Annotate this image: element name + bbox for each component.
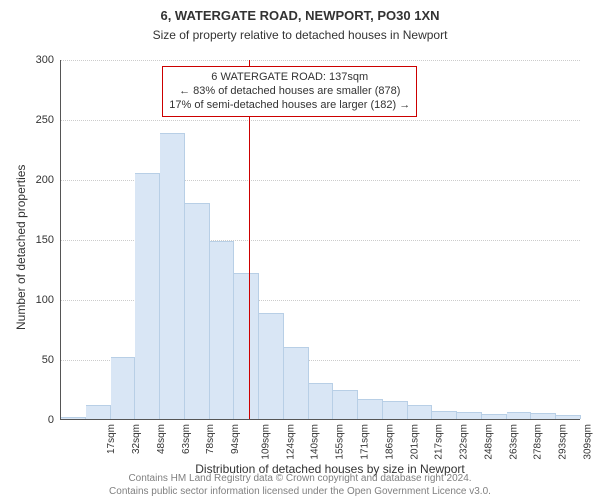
histogram-bar (234, 273, 259, 419)
histogram-bar (507, 412, 532, 419)
x-tick-label: 155sqm (335, 424, 346, 460)
y-tick-label: 100 (0, 294, 54, 306)
histogram-bar (259, 313, 284, 419)
histogram-bar (482, 414, 507, 419)
y-tick-label: 0 (0, 414, 54, 426)
x-tick-label: 248sqm (483, 424, 494, 460)
y-tick-label: 200 (0, 174, 54, 186)
x-tick-label: 201sqm (409, 424, 420, 460)
histogram-bar (531, 413, 556, 419)
histogram-bar (408, 405, 433, 419)
annotation-box: 6 WATERGATE ROAD: 137sqm← 83% of detache… (162, 66, 417, 117)
x-tick-label: 32sqm (131, 424, 142, 454)
gridline (61, 60, 580, 61)
x-tick-label: 78sqm (205, 424, 216, 454)
histogram-bar (432, 411, 457, 419)
histogram-bar (210, 241, 235, 419)
x-tick-label: 217sqm (434, 424, 445, 460)
annotation-line: 17% of semi-detached houses are larger (… (169, 99, 410, 113)
x-tick-label: 94sqm (230, 424, 241, 454)
x-tick-label: 278sqm (533, 424, 544, 460)
y-tick-label: 150 (0, 234, 54, 246)
x-tick-label: 63sqm (181, 424, 192, 454)
histogram-bar (185, 203, 210, 419)
chart-plot-area: 6 WATERGATE ROAD: 137sqm← 83% of detache… (60, 60, 580, 420)
x-tick-label: 186sqm (384, 424, 395, 460)
histogram-bar (160, 133, 185, 419)
histogram-bar (309, 383, 334, 419)
y-tick-label: 250 (0, 114, 54, 126)
page-subtitle: Size of property relative to detached ho… (0, 28, 600, 42)
y-tick-label: 300 (0, 54, 54, 66)
y-tick-label: 50 (0, 354, 54, 366)
x-tick-label: 263sqm (508, 424, 519, 460)
histogram-bar (358, 399, 383, 419)
annotation-line: 6 WATERGATE ROAD: 137sqm (169, 71, 410, 85)
footer-attribution: Contains HM Land Registry data © Crown c… (0, 472, 600, 498)
histogram-bar (284, 347, 309, 419)
x-tick-label: 293sqm (558, 424, 569, 460)
x-tick-label: 232sqm (459, 424, 470, 460)
histogram-bar (383, 401, 408, 419)
x-tick-label: 17sqm (106, 424, 117, 454)
x-tick-label: 140sqm (310, 424, 321, 460)
histogram-bar (333, 390, 358, 419)
histogram-bar (86, 405, 111, 419)
gridline (61, 120, 580, 121)
x-tick-label: 109sqm (261, 424, 272, 460)
x-tick-label: 171sqm (360, 424, 371, 460)
x-tick-label: 124sqm (285, 424, 296, 460)
annotation-line: ← 83% of detached houses are smaller (87… (169, 85, 410, 99)
histogram-bar (556, 415, 581, 419)
histogram-bar (135, 173, 160, 419)
page-title: 6, WATERGATE ROAD, NEWPORT, PO30 1XN (0, 8, 600, 23)
histogram-bar (457, 412, 482, 419)
footer-line-2: Contains public sector information licen… (109, 486, 491, 497)
footer-line-1: Contains HM Land Registry data © Crown c… (128, 473, 471, 484)
histogram-bar (61, 417, 86, 419)
histogram-bar (111, 357, 136, 419)
x-tick-label: 48sqm (156, 424, 167, 454)
x-tick-label: 309sqm (582, 424, 593, 460)
